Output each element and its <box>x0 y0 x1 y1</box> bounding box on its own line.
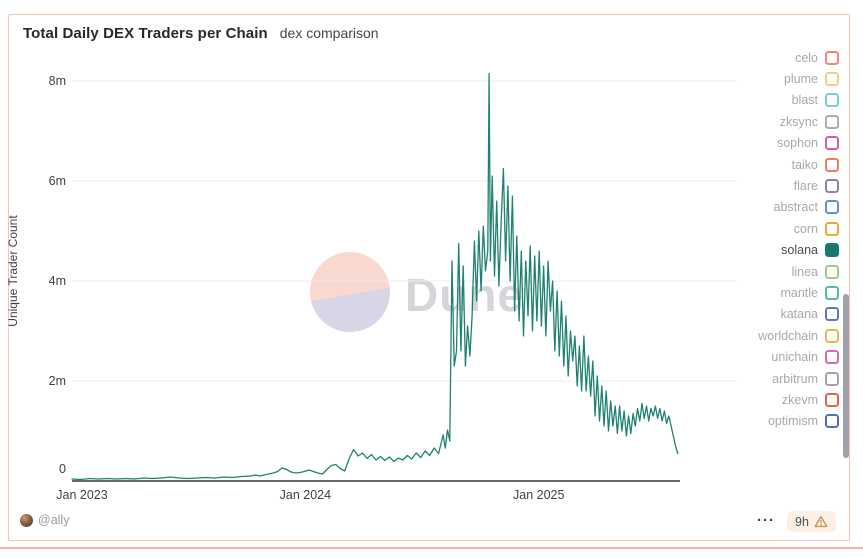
legend-item-abstract[interactable]: abstract <box>758 197 839 218</box>
more-options-button[interactable]: ··· <box>757 512 775 529</box>
legend-item-sophon[interactable]: sophon <box>758 133 839 154</box>
legend-label: mantle <box>780 285 818 300</box>
legend-scrollbar[interactable] <box>843 294 849 458</box>
legend-swatch-mantle <box>825 285 839 300</box>
legend-item-optimism[interactable]: optimism <box>758 411 839 432</box>
legend-item-celo[interactable]: celo <box>758 47 839 68</box>
legend-item-plume[interactable]: plume <box>758 68 839 89</box>
legend-label: arbitrum <box>772 371 818 386</box>
legend-label: abstract <box>773 200 818 215</box>
legend-label: zksync <box>779 114 818 129</box>
x-tick-label: Jan 2023 <box>56 488 108 502</box>
solana-series-line <box>71 72 679 481</box>
legend-item-taiko[interactable]: taiko <box>758 154 839 175</box>
legend-swatch-optimism <box>825 414 839 429</box>
legend-label: linea <box>791 264 818 279</box>
legend-item-unichain[interactable]: unichain <box>758 346 839 367</box>
legend-swatch-blast <box>825 93 839 108</box>
y-tick-label: 6m <box>48 174 66 188</box>
legend-swatch-sophon <box>825 136 839 151</box>
y-tick-label: 0 <box>59 462 66 476</box>
bottom-divider <box>0 547 863 549</box>
chart-card: Total Daily DEX Traders per Chain dex co… <box>8 14 850 541</box>
legend-item-corn[interactable]: corn <box>758 218 839 239</box>
legend-item-worldchain[interactable]: worldchain <box>758 325 839 346</box>
legend-item-zkevm[interactable]: zkevm <box>758 389 839 410</box>
legend-swatch-flare <box>825 179 839 194</box>
legend-label: flare <box>793 179 818 194</box>
data-age-badge[interactable]: 9h <box>787 511 836 532</box>
y-axis-title: Unique Trader Count <box>6 215 20 327</box>
legend-label: zkevm <box>781 392 818 407</box>
legend-item-mantle[interactable]: mantle <box>758 282 839 303</box>
legend-item-blast[interactable]: blast <box>758 90 839 111</box>
legend-label: unichain <box>771 350 818 365</box>
legend-label: katana <box>780 307 818 322</box>
card-header: Total Daily DEX Traders per Chain dex co… <box>23 25 379 42</box>
legend-label: taiko <box>791 157 818 172</box>
warning-icon <box>814 515 828 528</box>
legend-label: sophon <box>776 136 818 151</box>
legend-swatch-corn <box>825 221 839 236</box>
author-avatar <box>20 513 33 527</box>
legend-swatch-worldchain <box>825 328 839 343</box>
legend-item-katana[interactable]: katana <box>758 304 839 325</box>
x-tick-label: Jan 2025 <box>513 488 565 502</box>
x-tick-label: Jan 2024 <box>279 488 332 502</box>
legend-swatch-unichain <box>825 350 839 365</box>
data-age-text: 9h <box>795 514 809 529</box>
gridlines <box>72 80 737 382</box>
legend-swatch-solana <box>825 243 839 258</box>
dune-logo-watermark <box>310 252 390 332</box>
legend-label: blast <box>791 93 818 108</box>
legend-item-arbitrum[interactable]: arbitrum <box>758 368 839 389</box>
legend-label: plume <box>783 72 818 87</box>
y-tick-label: 2m <box>48 374 66 388</box>
y-tick-label: 4m <box>48 274 66 288</box>
legend-label: optimism <box>767 414 818 429</box>
legend-swatch-katana <box>825 307 839 322</box>
chart-legend: celo plume blast zksync sophon taiko flare abst… <box>758 47 839 432</box>
legend-item-solana[interactable]: solana <box>758 240 839 261</box>
legend-swatch-celo <box>825 50 839 65</box>
legend-label: celo <box>795 50 818 65</box>
legend-item-zksync[interactable]: zksync <box>758 111 839 132</box>
legend-item-flare[interactable]: flare <box>758 175 839 196</box>
legend-label: corn <box>793 221 818 236</box>
author-handle[interactable]: @ally <box>38 513 70 527</box>
legend-swatch-taiko <box>825 157 839 172</box>
legend-swatch-arbitrum <box>825 371 839 386</box>
chart-title: Total Daily DEX Traders per Chain <box>23 25 268 42</box>
chart-subtitle: dex comparison <box>279 25 379 41</box>
legend-item-linea[interactable]: linea <box>758 261 839 282</box>
legend-swatch-zksync <box>825 114 839 129</box>
legend-swatch-zkevm <box>825 392 839 407</box>
legend-label: worldchain <box>758 328 818 343</box>
legend-label: solana <box>781 243 818 258</box>
legend-swatch-abstract <box>825 200 839 215</box>
legend-swatch-linea <box>825 264 839 279</box>
legend-swatch-plume <box>825 72 839 87</box>
y-tick-label: 8m <box>48 74 66 88</box>
